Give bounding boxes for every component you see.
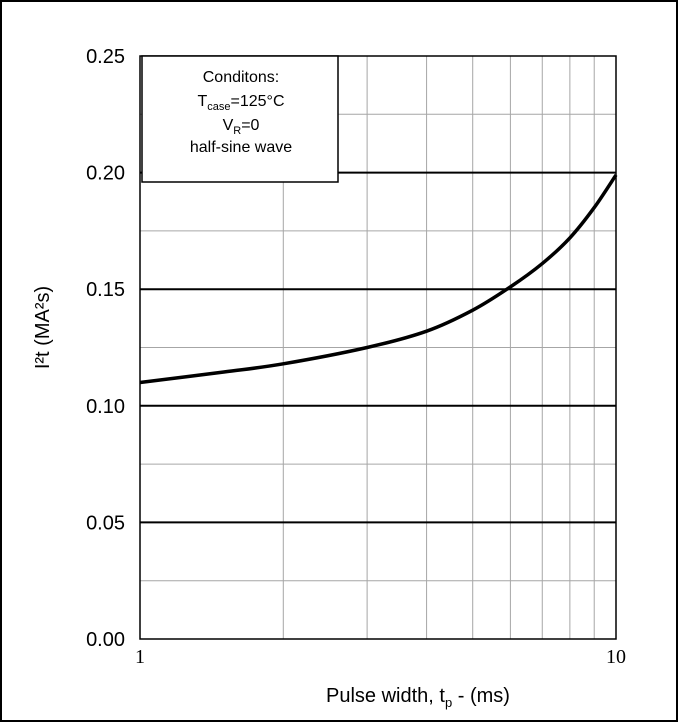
y-tick-label: 0.05 — [86, 512, 125, 534]
x-axis-label-prefix: Pulse width, t — [326, 685, 445, 707]
series-line — [139, 173, 618, 385]
series-layer — [139, 173, 618, 385]
legend-vr-sub: R — [233, 125, 241, 137]
legend-vr-value: =0 — [241, 117, 259, 134]
x-tick-label: 10 — [606, 646, 626, 668]
legend-tcase-main: T — [197, 93, 207, 110]
legend-vr-main: V — [223, 117, 234, 134]
y-tick-label: 0.15 — [86, 279, 125, 301]
legend-line-conditions: Conditons: — [203, 69, 280, 86]
plot-area-frame — [139, 55, 617, 640]
y-tick-label: 0.20 — [86, 163, 125, 185]
legend-line-waveform: half-sine wave — [190, 139, 292, 156]
legend-box: Conditons: Tcase=125°C VR=0 half-sine wa… — [141, 55, 339, 183]
x-axis-label: Pulse width, tp - (ms) — [326, 685, 510, 710]
y-tick-labels: 0.00 0.05 0.10 0.15 0.20 0.25 — [86, 46, 125, 651]
legend-tcase-value: =125°C — [231, 93, 285, 110]
x-axis-label-sub: p — [445, 695, 452, 710]
legend-frame — [141, 55, 339, 183]
y-tick-label: 0.00 — [86, 629, 125, 651]
legend-tcase-sub: case — [207, 101, 230, 113]
y-tick-label: 0.25 — [86, 46, 125, 68]
legend-line-tcase: Tcase=125°C — [197, 93, 284, 113]
y-tick-label: 0.10 — [86, 396, 125, 418]
x-tick-label: 1 — [135, 646, 145, 668]
x-tick-labels: 1 10 — [135, 646, 626, 668]
x-axis-label-suffix: - (ms) — [452, 685, 510, 707]
legend-line-vr: VR=0 — [223, 117, 260, 137]
y-axis-label: I²t (MA²s) — [32, 286, 54, 369]
